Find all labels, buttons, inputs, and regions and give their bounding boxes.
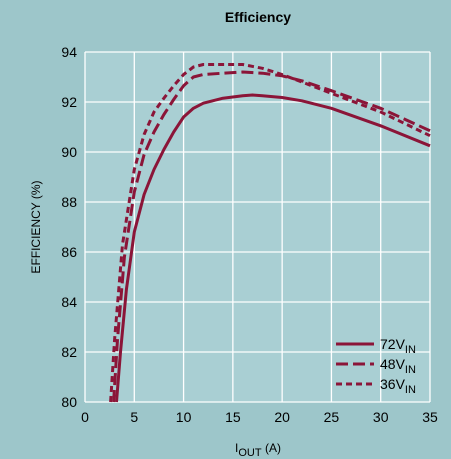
x-tick-label: 10 (176, 409, 192, 425)
y-axis-label: EFFICIENCY (%) (29, 180, 43, 273)
y-tick-label: 90 (61, 144, 77, 160)
legend-label-subscript: IN (405, 364, 416, 376)
x-tick-label: 25 (324, 409, 340, 425)
x-tick-label: 15 (225, 409, 241, 425)
series-line-36v (109, 63, 431, 403)
x-tick-label: 35 (422, 409, 438, 425)
y-tick-label: 86 (61, 244, 77, 260)
x-axis-label-unit: (A) (262, 441, 281, 455)
y-tick-label: 84 (61, 294, 77, 310)
legend-label: 72VIN (380, 336, 416, 356)
y-tick-label: 92 (61, 94, 77, 110)
y-tick-label: 80 (61, 394, 77, 410)
y-tick-label: 94 (61, 44, 77, 60)
y-tick-label: 88 (61, 194, 77, 210)
x-axis-label-main: I (235, 441, 238, 455)
x-axis-label-subscript: OUT (238, 447, 262, 459)
series-lines (109, 63, 431, 403)
x-tick-labels: 0 5 10 15 20 25 30 35 (81, 409, 438, 425)
legend-label-main: 72V (380, 336, 406, 352)
legend-label-main: 36V (380, 376, 406, 392)
y-tick-label: 82 (61, 344, 77, 360)
series-line-72v (115, 93, 431, 403)
legend-label: 48VIN (380, 356, 416, 376)
chart-title: Efficiency (225, 9, 291, 25)
y-tick-labels: 80 82 84 86 88 90 92 94 (61, 44, 77, 410)
legend-label-subscript: IN (405, 384, 416, 396)
x-tick-label: 20 (274, 409, 290, 425)
x-tick-label: 30 (373, 409, 389, 425)
x-axis-label: IOUT (A) (235, 441, 281, 459)
legend-label-subscript: IN (405, 344, 416, 356)
series-line-48v (112, 70, 431, 403)
legend-label: 36VIN (380, 376, 416, 396)
legend-label-main: 48V (380, 356, 406, 372)
x-tick-label: 5 (130, 409, 138, 425)
x-tick-label: 0 (81, 409, 89, 425)
